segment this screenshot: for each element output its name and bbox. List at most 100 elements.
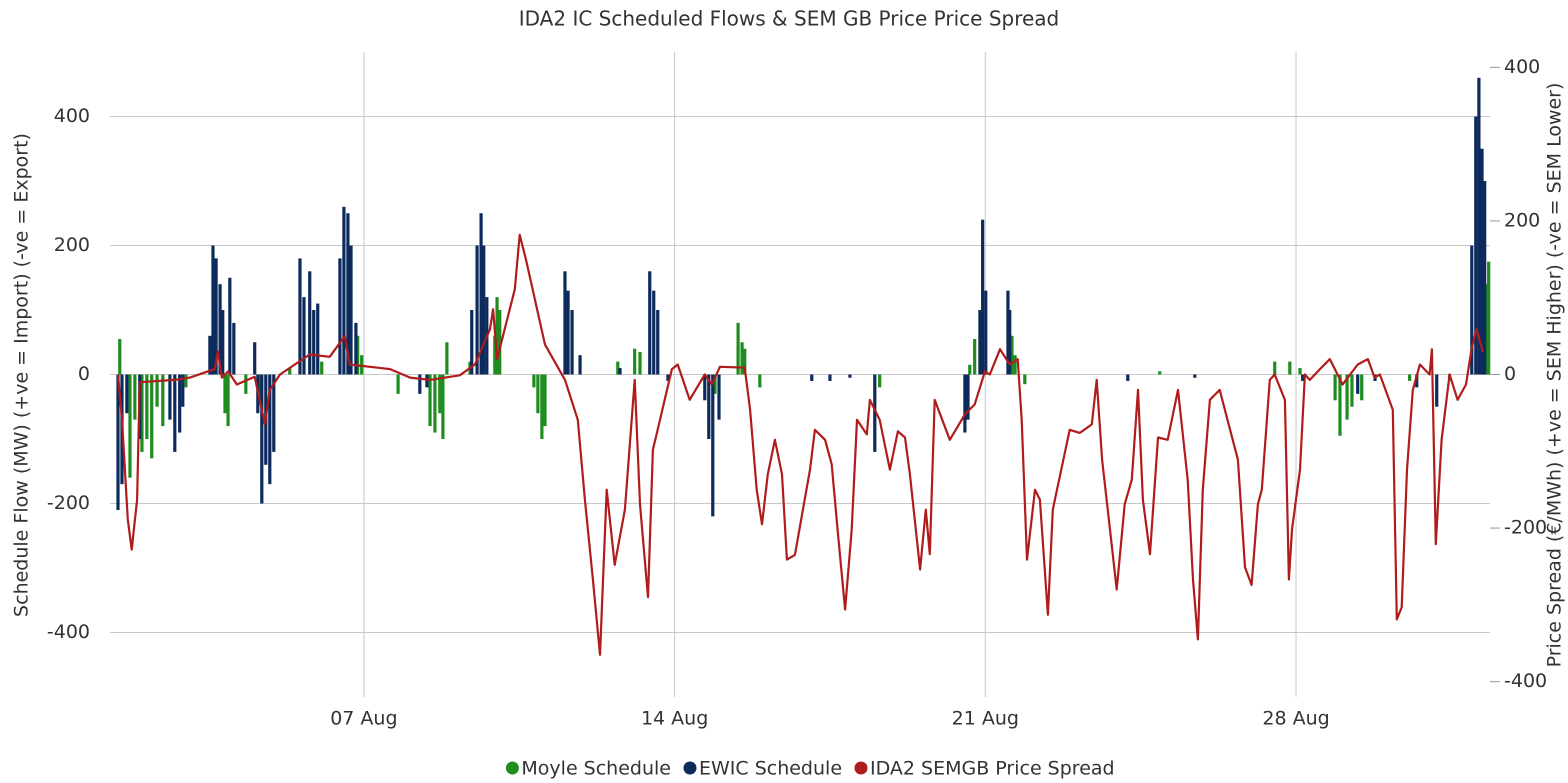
bar — [566, 290, 570, 375]
bar — [418, 374, 422, 394]
bar — [1023, 374, 1027, 385]
y-tick-label: 200 — [54, 234, 90, 256]
bar — [211, 245, 215, 375]
bar — [1345, 374, 1349, 420]
bar — [214, 258, 218, 375]
bar — [1350, 374, 1354, 407]
bar — [260, 374, 264, 504]
bar — [441, 374, 445, 439]
bar — [302, 297, 306, 375]
legend-label: Moyle Schedule — [521, 758, 671, 780]
bar — [342, 206, 346, 375]
bar — [425, 374, 429, 388]
bar — [828, 374, 832, 381]
x-tick-label: 21 Aug — [952, 708, 1019, 730]
bar — [532, 374, 536, 388]
bar — [356, 335, 360, 375]
bar — [316, 303, 320, 375]
y2-tick-label: 400 — [1504, 56, 1540, 78]
bar — [666, 374, 670, 381]
bar — [116, 374, 120, 510]
bar — [633, 348, 637, 375]
bar — [707, 374, 711, 439]
bar — [223, 374, 227, 414]
bar — [349, 245, 353, 375]
bar — [1288, 361, 1292, 375]
bar — [984, 290, 988, 375]
bar — [1356, 374, 1360, 394]
bar — [973, 339, 977, 375]
bar — [312, 310, 316, 375]
bar — [1477, 77, 1481, 375]
bar — [1487, 261, 1491, 375]
bar — [232, 322, 236, 375]
bar — [717, 374, 721, 420]
bar — [320, 361, 324, 375]
bar — [125, 374, 129, 414]
bar — [268, 374, 272, 485]
bar — [133, 374, 137, 420]
bar — [288, 368, 292, 375]
y-tick-label: -200 — [47, 492, 90, 514]
bar — [178, 374, 182, 433]
bar — [656, 310, 660, 375]
y2-tick-label: 0 — [1504, 363, 1516, 385]
bar — [570, 310, 574, 375]
bar — [161, 374, 165, 427]
bar — [1333, 374, 1337, 401]
bar — [1008, 310, 1012, 375]
y-tick-label: -400 — [47, 621, 90, 643]
bar — [740, 342, 744, 375]
bar — [428, 374, 432, 427]
bar — [618, 368, 622, 375]
legend-label: IDA2 SEMGB Price Spread — [870, 758, 1115, 780]
bar — [578, 355, 582, 375]
bar — [226, 374, 230, 427]
bar — [298, 258, 302, 375]
bar — [711, 374, 715, 517]
legend: Moyle Schedule EWIC Schedule IDA2 SEMGB Pr… — [505, 758, 1115, 780]
bar — [140, 374, 144, 452]
bar — [1013, 355, 1017, 375]
bar — [184, 374, 188, 388]
bar — [848, 374, 852, 378]
bar — [563, 271, 567, 375]
x-tick-label: 28 Aug — [1262, 708, 1329, 730]
bar — [244, 374, 248, 394]
bar — [433, 374, 437, 433]
bar — [150, 374, 154, 459]
bar — [1470, 245, 1474, 375]
bar — [493, 335, 497, 375]
bar — [1010, 335, 1014, 375]
bar — [308, 271, 312, 375]
bar — [155, 374, 159, 407]
bar — [536, 374, 540, 414]
bar — [1360, 374, 1364, 401]
y2-tick-label: 200 — [1504, 209, 1540, 231]
bar — [1006, 290, 1010, 375]
bar — [878, 374, 882, 388]
y2-tick-label: -200 — [1504, 517, 1547, 539]
bar — [966, 374, 970, 420]
plot-area: -400 -200 0 200 400 -400 -200 0 200 400 07 Aug 14 A… — [47, 52, 1547, 730]
bar — [346, 213, 350, 375]
bar — [1474, 116, 1478, 375]
bar — [978, 310, 982, 375]
y-tick-label: 400 — [54, 105, 90, 127]
bar — [873, 374, 877, 452]
bar — [1415, 374, 1419, 388]
bar — [173, 374, 177, 452]
bar — [479, 213, 483, 375]
x-tick-label: 07 Aug — [330, 708, 397, 730]
bar — [228, 277, 232, 375]
y-tick-label: 0 — [78, 363, 90, 385]
bar — [445, 342, 449, 375]
bar — [272, 374, 276, 452]
y2-axis-label: Price Spread (€/MWh) (+ve = SEM Higher) … — [1544, 83, 1566, 668]
bar — [145, 374, 149, 439]
bar — [354, 322, 358, 375]
bar — [713, 374, 717, 394]
bar — [338, 258, 342, 375]
